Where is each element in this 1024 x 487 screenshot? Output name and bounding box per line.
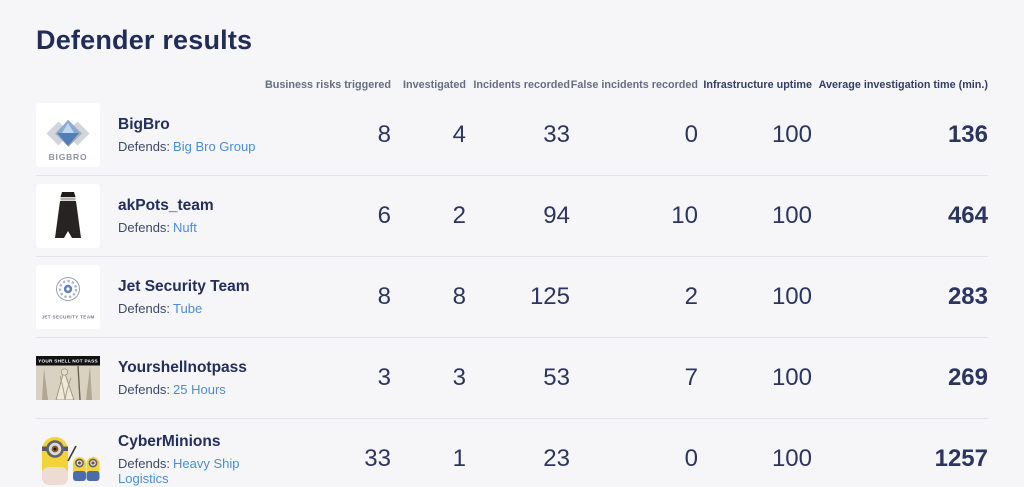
yourshellnotpass-banner-text: YOUR SHELL NOT PASS: [38, 359, 98, 364]
stat-uptime: 100: [771, 121, 812, 148]
defends-line: Defends: Big Bro Group: [118, 139, 255, 154]
table-row-cyberminions: CyberMinions Defends: Heavy Ship Logistic…: [36, 419, 988, 487]
defends-company-link[interactable]: Tube: [173, 301, 203, 316]
defends-label: Defends:: [118, 220, 171, 235]
stat-uptime: 100: [771, 202, 812, 229]
cyberminions-logo: [36, 433, 100, 485]
stat-false-incidents: 7: [684, 364, 698, 391]
stat-business-risks: 8: [377, 283, 391, 310]
stat-investigated: 3: [452, 364, 466, 391]
yourshellnotpass-logo: YOUR SHELL NOT PASS: [36, 356, 100, 400]
defends-line: Defends: Heavy Ship Logistics: [118, 456, 261, 486]
page-title: Defender results: [36, 25, 253, 55]
column-header-business-risks: Business risks triggered: [264, 79, 391, 91]
team-name: CyberMinions: [118, 432, 221, 450]
jet-security-logo-caption: JET SECURITY TEAM: [41, 315, 94, 320]
table-row-yourshellnotpass: YOUR SHELL NOT PASS Yourshellnotpass Def…: [36, 338, 988, 419]
defends-line: Defends: Tube: [118, 301, 250, 316]
stat-incidents: 23: [543, 445, 570, 472]
table-row-jet-security: JET SECURITY TEAM Jet Security Team Defe…: [36, 257, 988, 338]
stat-uptime: 100: [771, 445, 812, 472]
stat-business-risks: 33: [364, 445, 391, 472]
table-row-bigbro: BIGBRO BigBro Defends: Big Bro Group 8 4 …: [36, 95, 988, 176]
stat-avg-time: 136: [947, 121, 988, 148]
stat-avg-time: 1257: [934, 445, 988, 472]
jet-security-logo: JET SECURITY TEAM: [36, 265, 100, 329]
stat-false-incidents: 0: [684, 121, 698, 148]
stat-avg-time: 283: [947, 283, 988, 310]
team-meta: CyberMinions Defends: Heavy Ship Logistic…: [118, 433, 261, 486]
team-cell: BIGBRO BigBro Defends: Big Bro Group: [36, 103, 261, 167]
stat-false-incidents: 0: [684, 445, 698, 472]
column-header-incidents: Incidents recorded: [473, 79, 570, 91]
stat-false-incidents: 2: [684, 283, 698, 310]
column-header-avg-time: Average investigation time (min.): [818, 79, 988, 91]
stat-investigated: 4: [452, 121, 466, 148]
stat-avg-time: 464: [947, 202, 988, 229]
table-header: Business risks triggered Investigated In…: [36, 79, 988, 95]
stat-investigated: 2: [452, 202, 466, 229]
stat-business-risks: 3: [377, 364, 391, 391]
column-header-uptime: Infrastructure uptime: [703, 79, 812, 91]
defends-line: Defends: 25 Hours: [118, 382, 247, 397]
team-cell: CyberMinions Defends: Heavy Ship Logistic…: [36, 433, 261, 486]
stat-uptime: 100: [771, 364, 812, 391]
stat-investigated: 1: [452, 445, 466, 472]
defends-line: Defends: Nuft: [118, 220, 214, 235]
defends-label: Defends:: [118, 301, 171, 316]
table-row-akpots: akPots_team Defends: Nuft 6 2 94 10 100 4…: [36, 176, 988, 257]
stat-incidents: 125: [529, 283, 570, 310]
stat-false-incidents: 10: [671, 202, 698, 229]
defends-label: Defends:: [118, 382, 171, 397]
team-name: Jet Security Team: [118, 278, 250, 295]
stat-uptime: 100: [771, 283, 812, 310]
stat-incidents: 94: [543, 202, 570, 229]
defends-company-link[interactable]: 25 Hours: [173, 382, 226, 397]
defends-label: Defends:: [118, 139, 171, 154]
defends-company-link[interactable]: Heavy Ship Logistics: [118, 455, 240, 486]
team-name: akPots_team: [118, 197, 214, 214]
stat-incidents: 53: [543, 364, 570, 391]
bigbro-logo: BIGBRO: [36, 103, 100, 167]
team-meta: Jet Security Team Defends: Tube: [118, 278, 250, 316]
team-name: Yourshellnotpass: [118, 359, 247, 376]
column-header-false-incidents: False incidents recorded: [570, 79, 698, 91]
team-meta: akPots_team Defends: Nuft: [118, 197, 214, 235]
defends-company-link[interactable]: Big Bro Group: [173, 139, 256, 154]
stat-avg-time: 269: [947, 364, 988, 391]
team-cell: YOUR SHELL NOT PASS Yourshellnotpass Def…: [36, 356, 261, 400]
team-name: BigBro: [118, 116, 170, 133]
akpots-logo: [36, 184, 100, 248]
stat-incidents: 33: [543, 121, 570, 148]
team-meta: Yourshellnotpass Defends: 25 Hours: [118, 359, 247, 397]
team-meta: BigBro Defends: Big Bro Group: [118, 116, 255, 154]
team-cell: JET SECURITY TEAM Jet Security Team Defe…: [36, 265, 261, 329]
stat-investigated: 8: [452, 283, 466, 310]
defends-company-link[interactable]: Nuft: [173, 220, 197, 235]
defends-label: Defends:: [118, 455, 171, 471]
stat-business-risks: 8: [377, 121, 391, 148]
bigbro-logo-caption: BIGBRO: [49, 152, 88, 162]
stat-business-risks: 6: [377, 202, 391, 229]
column-header-investigated: Investigated: [403, 79, 466, 91]
team-cell: akPots_team Defends: Nuft: [36, 184, 261, 248]
